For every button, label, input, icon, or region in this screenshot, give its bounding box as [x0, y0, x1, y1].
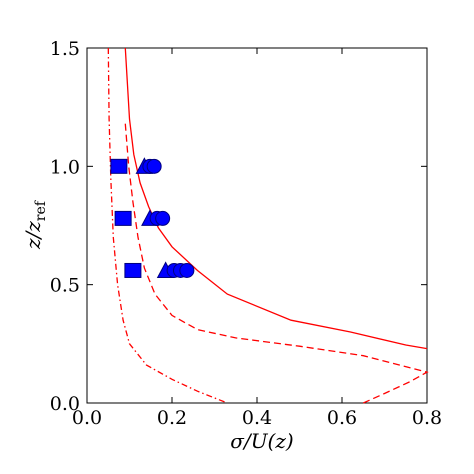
- marker-layer: [110, 157, 195, 278]
- marker-square: [110, 158, 128, 174]
- series-line-dashed: [124, 123, 429, 404]
- x-tick-label: 0.0: [72, 407, 102, 429]
- marker-square: [114, 210, 132, 226]
- y-tick-label: 0.5: [50, 275, 80, 297]
- marker-circle: [146, 158, 162, 174]
- marker-circle: [179, 262, 195, 278]
- series-line-dashdot: [107, 47, 228, 404]
- x-tick-label: 0.6: [327, 407, 357, 429]
- y-tick-label: 0.0: [50, 393, 80, 415]
- marker-circle: [155, 210, 171, 226]
- series-line-solid: [124, 47, 428, 350]
- marker-square: [124, 262, 142, 278]
- x-tick-label: 0.4: [242, 407, 272, 429]
- y-tick-label: 1.5: [50, 38, 80, 60]
- y-tick-label: 1.0: [50, 156, 80, 178]
- tick-layer: 0.0 0.2 0.4 0.6 0.8 0.0 0.5 1.0 1.5: [50, 38, 442, 429]
- axes-frame: [86, 47, 428, 404]
- x-axis-label: σ/U(z): [230, 429, 293, 453]
- x-tick-label: 0.2: [157, 407, 187, 429]
- series-layer: [107, 47, 429, 404]
- x-tick-label: 0.8: [412, 407, 442, 429]
- svg-text:z/zref: z/zref: [21, 199, 49, 250]
- plot-area: 0.0 0.2 0.4 0.6 0.8 0.0 0.5 1.0 1.5: [50, 38, 442, 429]
- y-axis-label: z/zref: [21, 199, 49, 250]
